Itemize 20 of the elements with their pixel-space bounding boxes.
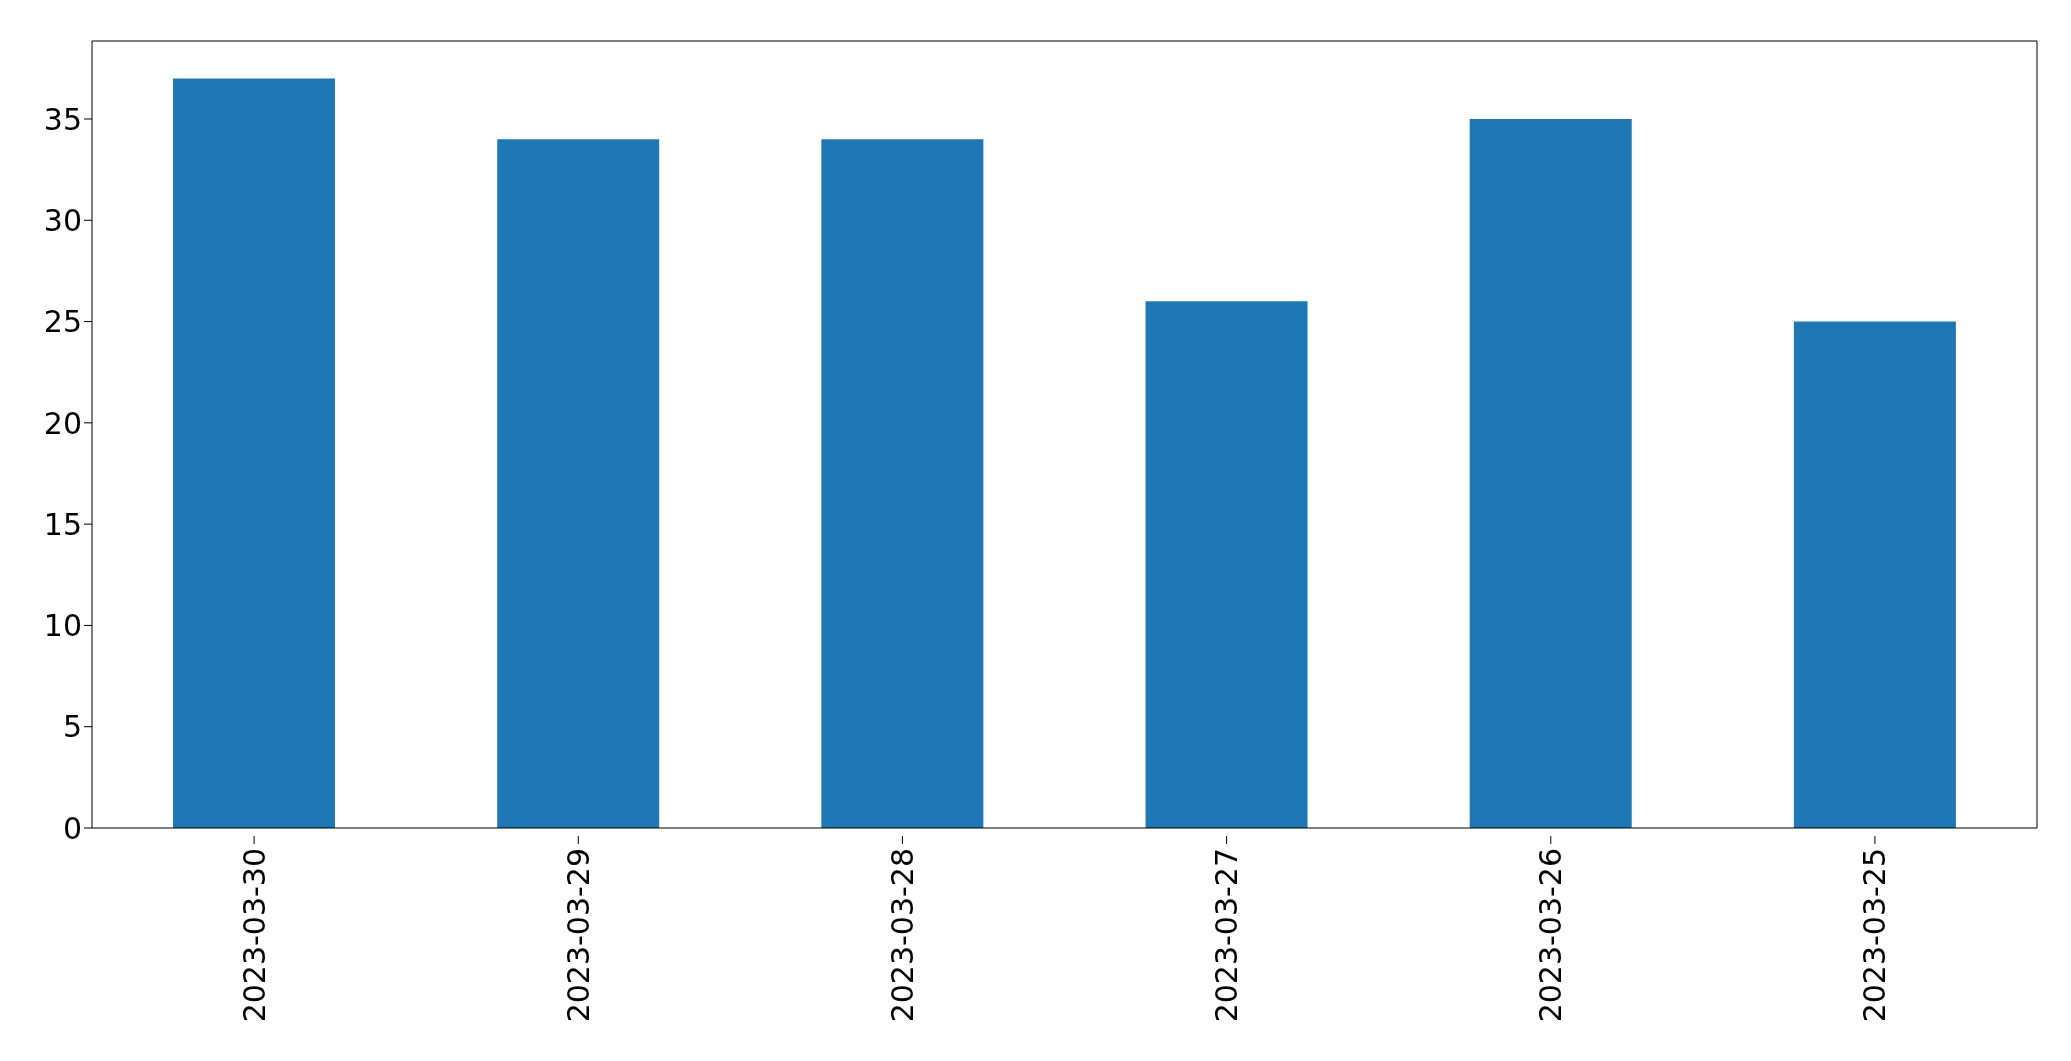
- bar: [821, 139, 984, 828]
- y-tick-label: 5: [62, 709, 82, 745]
- y-tick-label: 20: [43, 405, 82, 441]
- x-tick-label: 2023-03-30: [236, 848, 272, 1023]
- x-tick-label: 2023-03-26: [1533, 848, 1569, 1023]
- y-tick-label: 25: [43, 304, 82, 340]
- y-tick-label: 10: [43, 608, 82, 644]
- bar: [497, 139, 660, 828]
- y-tick-label: 0: [62, 810, 82, 846]
- bar: [1469, 118, 1632, 828]
- bar: [1145, 301, 1308, 828]
- y-tick-label: 30: [43, 202, 82, 238]
- bar: [173, 78, 336, 828]
- x-tick-label: 2023-03-25: [1857, 848, 1893, 1023]
- x-tick-label: 2023-03-27: [1209, 848, 1245, 1023]
- y-tick-label: 15: [43, 506, 82, 542]
- bar: [1793, 321, 1956, 828]
- x-tick-label: 2023-03-29: [560, 848, 596, 1023]
- x-tick-label: 2023-03-28: [884, 848, 920, 1023]
- y-tick-label: 35: [43, 101, 82, 137]
